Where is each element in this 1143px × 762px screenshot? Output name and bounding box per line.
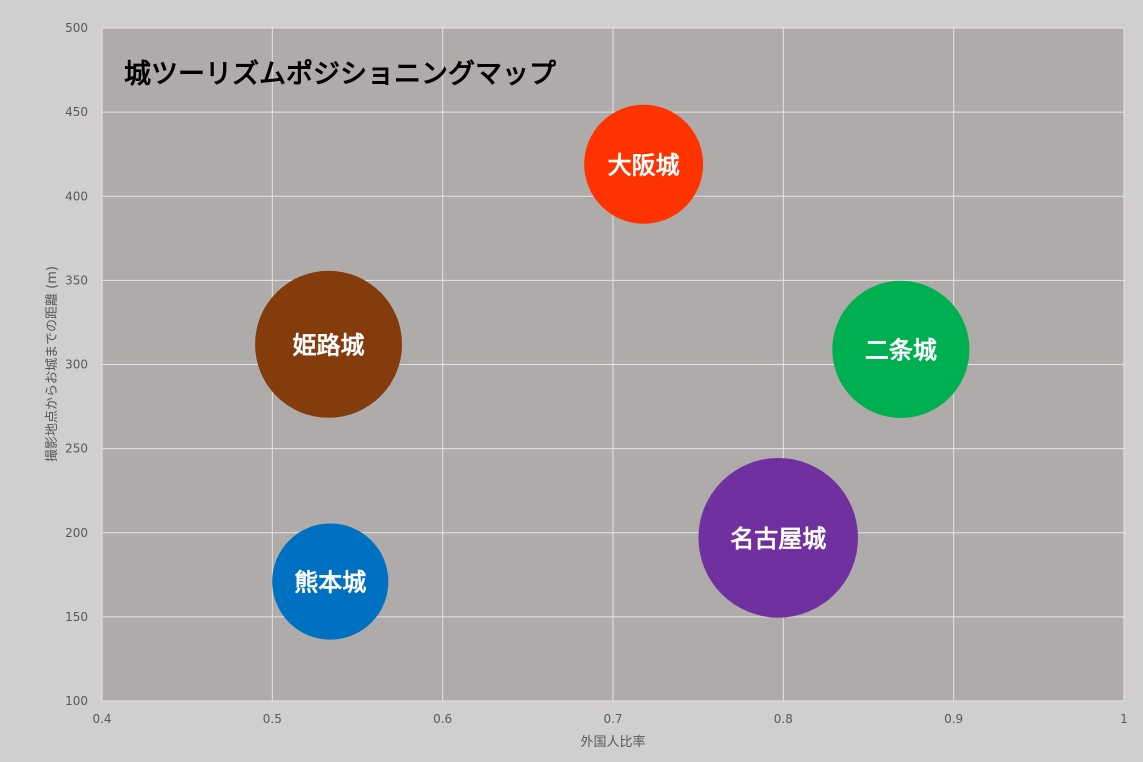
y-tick-label: 400	[65, 189, 88, 203]
bubble-label: 大阪城	[608, 151, 680, 179]
y-tick-label: 250	[65, 442, 88, 456]
chart-title: 城ツーリズムポジショニングマップ	[124, 58, 557, 90]
bubble-label: 熊本城	[294, 569, 366, 597]
x-tick-label: 0.5	[263, 712, 282, 726]
x-tick-label: 0.8	[774, 712, 793, 726]
y-tick-label: 450	[65, 105, 88, 119]
y-tick-label: 150	[65, 610, 88, 624]
bubble-mark	[584, 104, 704, 224]
y-tick-label: 100	[65, 694, 88, 708]
bubble-1: 姫路城	[255, 270, 403, 418]
x-axis-title: 外国人比率	[580, 734, 645, 750]
bubble-2: 二条城	[832, 280, 970, 418]
y-tick-label: 350	[65, 273, 88, 287]
y-tick-label: 500	[65, 21, 88, 35]
x-tick-label: 0.6	[433, 712, 452, 726]
bubble-label: 名古屋城	[730, 525, 826, 553]
x-tick-label: 1	[1120, 712, 1128, 726]
bubble-mark	[698, 457, 859, 618]
bubble-mark	[832, 280, 970, 418]
x-tick-label: 0.9	[944, 712, 963, 726]
bubble-4: 熊本城	[272, 523, 389, 640]
y-axis-title: 撮影地点からお城までの距離 (m)	[44, 266, 60, 462]
bubble-label: 二条城	[865, 336, 937, 364]
y-tick-label: 300	[65, 358, 88, 372]
x-tick-label: 0.4	[92, 712, 111, 726]
x-tick-label: 0.7	[603, 712, 622, 726]
bubble-3: 名古屋城	[698, 457, 859, 618]
bubble-label: 姫路城	[293, 331, 365, 359]
bubble-mark	[272, 523, 389, 640]
y-tick-label: 200	[65, 526, 88, 540]
bubble-mark	[255, 270, 403, 418]
axis-ticks: 0.4 0.5 0.6 0.7 0.8 0.9 1 100 150 200 250 300 350 400…	[65, 21, 1128, 726]
bubble-0: 大阪城	[584, 104, 704, 224]
